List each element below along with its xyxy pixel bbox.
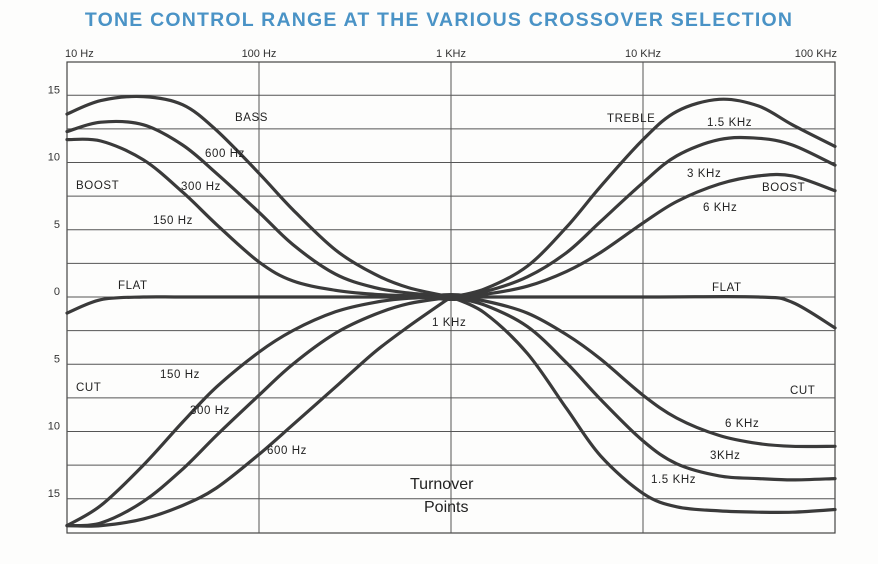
- y-tick-label: 5: [54, 353, 60, 365]
- y-tick-label: 10: [48, 421, 60, 433]
- y-tick-label: 15: [48, 84, 60, 96]
- curve-3khz: [449, 295, 837, 482]
- boost-1-5khz-label: 1.5 KHz: [707, 117, 752, 129]
- treble-label: TREBLE: [607, 113, 655, 125]
- flat-left-label: FLAT: [118, 280, 148, 292]
- y-tick-labels: 15 10 5 0 5 10 15: [48, 84, 60, 500]
- cut-6khz-label: 6 KHz: [725, 418, 759, 430]
- boost-right-label: BOOST: [762, 182, 805, 194]
- boost-600hz-label: 600 Hz: [205, 148, 245, 160]
- boost-left-label: BOOST: [76, 180, 119, 192]
- y-tick-label: 0: [54, 286, 60, 298]
- curve-1-5-khz: [449, 97, 837, 299]
- cut-right-label: CUT: [790, 385, 815, 397]
- flat-right-label: FLAT: [712, 282, 742, 294]
- y-tick-label: 15: [48, 488, 60, 500]
- curve-3-khz: [449, 135, 837, 299]
- turnover-knot: [431, 293, 471, 301]
- y-tick-label: 10: [48, 152, 60, 164]
- cut-300hz-label: 300 Hz: [190, 405, 230, 417]
- x-tick-label: 10 KHz: [625, 48, 661, 60]
- x-tick-label: 100 Hz: [242, 48, 277, 60]
- curve-300-hz: [65, 295, 453, 528]
- y-tick-label: 5: [54, 219, 60, 231]
- curve-6-khz: [449, 172, 837, 299]
- curve-600-hz: [65, 94, 453, 299]
- turnover-label-line2: Points: [424, 499, 468, 516]
- x-tick-labels: 10 Hz 100 Hz 1 KHz 10 KHz 100 KHz: [65, 48, 837, 60]
- curve-150-hz: [65, 295, 453, 528]
- curve-600-hz: [65, 295, 453, 528]
- boost-3khz-label: 3 KHz: [687, 168, 721, 180]
- curve-6-khz: [449, 295, 837, 449]
- x-tick-label: 100 KHz: [795, 48, 837, 60]
- cut-left-label: CUT: [76, 382, 101, 394]
- chart-title: TONE CONTROL RANGE AT THE VARIOUS CROSSO…: [84, 9, 794, 31]
- boost-150hz-label: 150 Hz: [153, 215, 193, 227]
- x-tick-label: 10 Hz: [65, 48, 94, 60]
- cut-3khz-label: 3KHz: [710, 450, 741, 462]
- cut-600hz-label: 600 Hz: [267, 445, 307, 457]
- curves: [65, 94, 837, 528]
- center-freq-label: 1 KHz: [432, 317, 466, 329]
- curve-1-5-khz: [449, 295, 837, 515]
- boost-6khz-label: 6 KHz: [703, 202, 737, 214]
- x-tick-label: 1 KHz: [436, 48, 466, 60]
- cut-1-5khz-label: 1.5 KHz: [651, 474, 696, 486]
- curve-150-hz: [65, 137, 453, 299]
- turnover-label-line1: Turnover: [410, 476, 474, 493]
- boost-300hz-label: 300 Hz: [181, 181, 221, 193]
- curve-300-hz: [65, 119, 453, 299]
- cut-150hz-label: 150 Hz: [160, 369, 200, 381]
- bass-label: BASS: [235, 112, 268, 124]
